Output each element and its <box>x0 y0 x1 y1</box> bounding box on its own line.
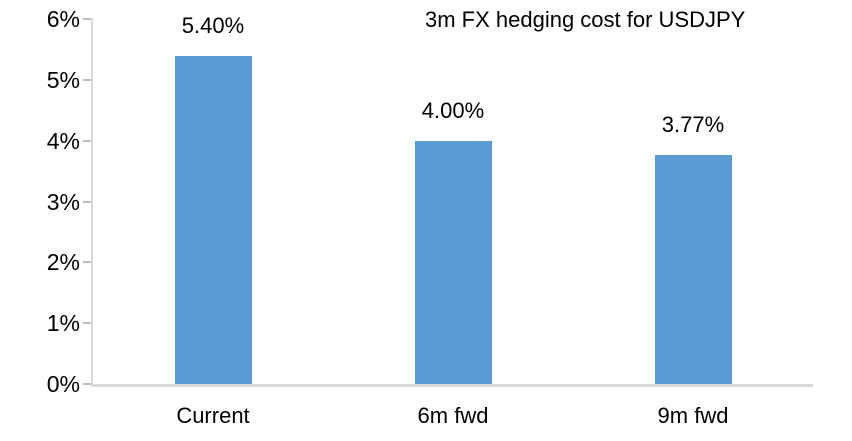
y-tick-mark <box>83 79 91 81</box>
bar-current <box>174 56 252 384</box>
bar-9m-fwd <box>654 155 732 384</box>
x-category-label: Current <box>176 403 250 428</box>
bar-value-label: 4.00% <box>421 98 485 123</box>
bar-value-label: 3.77% <box>661 112 725 137</box>
y-tick-mark <box>83 383 91 385</box>
y-tick-mark <box>83 322 91 325</box>
y-tick-label: 5% <box>46 67 80 93</box>
chart-title: 3m FX hedging cost for USDJPY <box>425 7 746 32</box>
y-tick-mark <box>83 261 91 264</box>
y-tick-mark <box>83 139 91 142</box>
x-category-label: 6m fwd <box>417 403 489 428</box>
y-axis-line <box>91 18 93 385</box>
x-category-label: 9m fwd <box>657 403 729 428</box>
y-tick-mark <box>83 18 91 21</box>
y-tick-label: 0% <box>46 371 80 397</box>
x-axis-line <box>91 384 813 387</box>
y-tick-label: 1% <box>46 310 80 337</box>
y-tick-label: 3% <box>46 188 80 215</box>
y-tick-mark <box>83 200 91 203</box>
y-tick-label: 4% <box>46 127 80 154</box>
bar-6m-fwd <box>414 141 492 384</box>
y-tick-label: 2% <box>46 249 80 276</box>
bar-value-label: 5.40% <box>181 13 245 38</box>
y-tick-label: 6% <box>46 6 80 33</box>
